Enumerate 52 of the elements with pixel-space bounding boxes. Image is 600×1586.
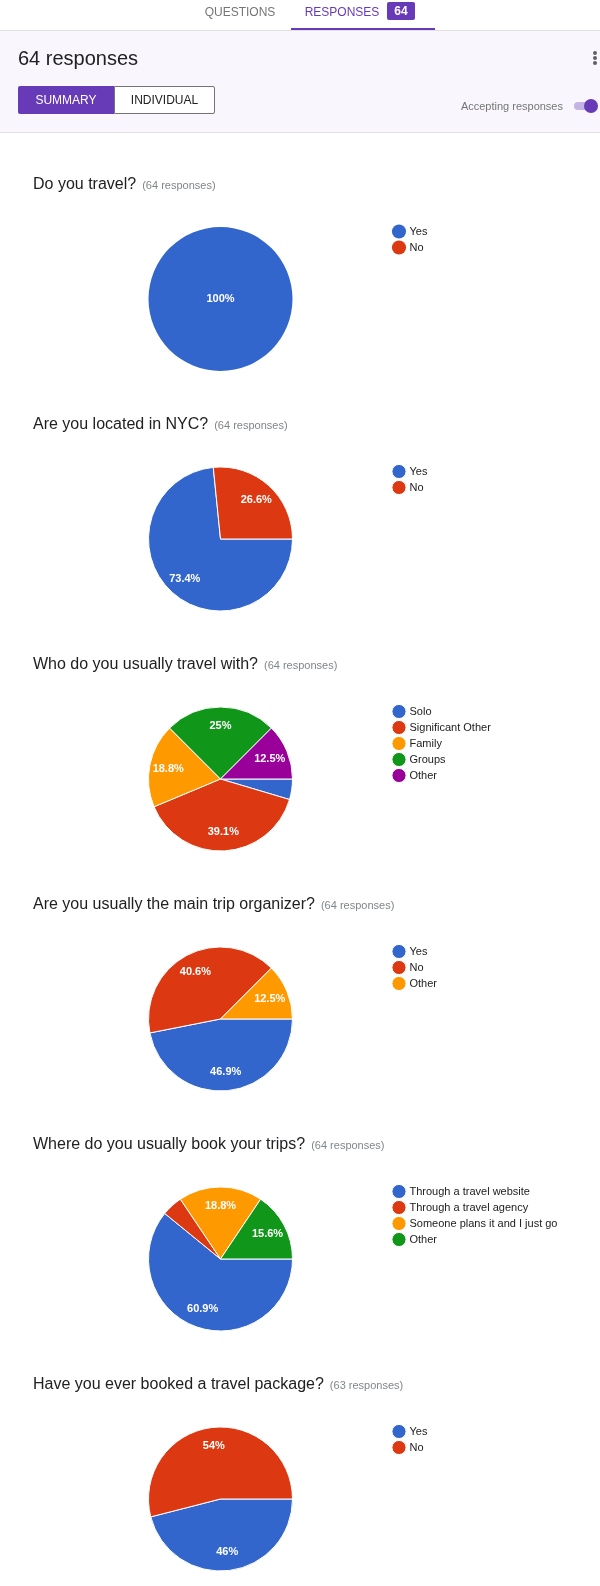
legend-label: Yes <box>409 464 428 477</box>
legend-label: Other <box>409 1232 438 1245</box>
legend-label: Other <box>409 976 438 989</box>
legend-label: Through a travel website <box>409 1184 530 1197</box>
data-label: 15.6% <box>251 1226 284 1239</box>
data-label: 26.6% <box>240 492 273 505</box>
legend-label: Through a travel agency <box>409 1200 529 1213</box>
chart-title: Who do you usually travel with? <box>33 655 258 672</box>
chart-subtitle: (64 responses) <box>264 659 338 671</box>
data-label: 18.8% <box>204 1198 237 1211</box>
data-label: 60.9% <box>187 1302 219 1315</box>
data-label: 46.9% <box>210 1065 242 1078</box>
data-label: 73.4% <box>169 571 201 584</box>
legend-label: Yes <box>409 1424 428 1437</box>
chart-subtitle: (64 responses) <box>311 1139 385 1151</box>
legend-label: No <box>409 1440 424 1453</box>
text: 64 responses <box>18 46 139 70</box>
data-label: 40.6% <box>179 965 212 978</box>
legend-label: Solo <box>409 704 432 717</box>
chart-subtitle: (64 responses) <box>214 419 288 431</box>
data-label: 12.5% <box>254 751 286 764</box>
chart-title: Have you ever booked a travel package? <box>33 1375 324 1392</box>
legend-label: Family <box>409 736 443 749</box>
text: Accepting responses <box>460 99 563 113</box>
segment-button: SUMMARY <box>18 86 114 114</box>
legend-label: Significant Other <box>409 720 492 733</box>
data-label: 12.5% <box>254 991 286 1004</box>
data-label: 25% <box>209 718 232 731</box>
legend-label: Other <box>409 768 438 781</box>
chart-subtitle: (64 responses) <box>142 179 216 191</box>
segment-button: INDIVIDUAL <box>114 86 215 114</box>
count-badge: 64 <box>387 2 415 20</box>
chart-subtitle: (64 responses) <box>320 899 395 911</box>
text: QUESTIONS <box>204 5 276 19</box>
chart-title: Are you located in NYC? <box>33 415 209 432</box>
data-label: 39.1% <box>207 825 240 838</box>
legend-label: Someone plans it and I just go <box>409 1216 558 1229</box>
legend-label: No <box>409 240 424 253</box>
chart-title: Are you usually the main trip organizer? <box>33 895 315 912</box>
text: RESPONSES <box>304 5 380 19</box>
chart-subtitle: (63 responses) <box>329 1379 404 1391</box>
data-label: 54% <box>202 1439 226 1452</box>
legend-label: No <box>409 480 424 493</box>
legend-label: Yes <box>409 224 428 237</box>
chart-title: Where do you usually book your trips? <box>33 1135 306 1152</box>
data-label: 46% <box>216 1544 239 1557</box>
legend-label: No <box>409 960 424 973</box>
legend-label: Yes <box>409 944 428 957</box>
chart-title: Do you travel? <box>33 175 137 192</box>
data-label: 18.8% <box>152 761 185 774</box>
legend-label: Groups <box>409 752 447 765</box>
data-label: 100% <box>206 292 235 305</box>
